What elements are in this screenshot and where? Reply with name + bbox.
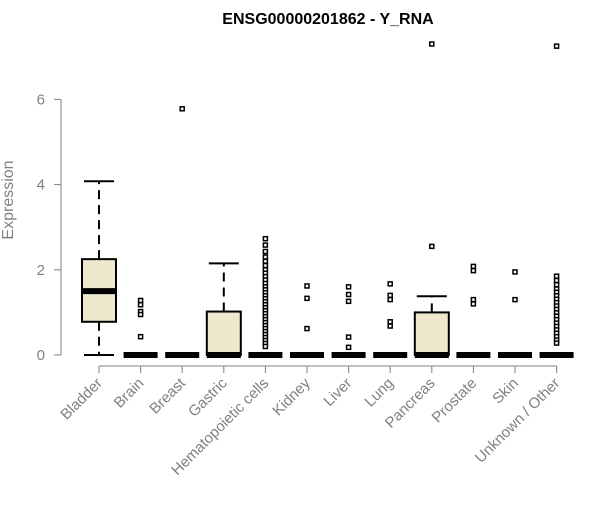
outlier-point — [304, 283, 310, 289]
y-axis-title: Expression — [0, 160, 17, 239]
y-tick-label: 4 — [37, 177, 45, 194]
outlier-point — [512, 269, 518, 275]
box-group — [373, 281, 408, 358]
chart-title: ENSG00000201862 - Y_RNA — [222, 11, 434, 28]
outlier-point — [137, 301, 144, 308]
x-tick-label: Lung — [361, 375, 397, 411]
x-tick-label: Prostate — [429, 375, 481, 427]
box-group — [456, 263, 491, 358]
outlier-point — [387, 319, 393, 325]
box-group — [205, 262, 242, 358]
box-group — [539, 43, 574, 358]
outlier-point — [137, 297, 144, 304]
outlier-point — [345, 334, 352, 340]
outlier-point — [262, 262, 269, 269]
outlier-point — [512, 296, 518, 303]
outlier-point — [387, 323, 393, 329]
outlier-point — [262, 235, 269, 242]
outlier-point — [345, 298, 352, 305]
box-group — [290, 283, 324, 358]
box-group — [413, 41, 450, 358]
outlier-point — [304, 295, 310, 302]
outlier-point — [553, 43, 560, 49]
outlier-point — [387, 281, 393, 287]
outlier-point — [262, 343, 269, 350]
box-iqr — [413, 311, 450, 356]
outlier-point — [470, 267, 477, 274]
x-tick-label: Bladder — [57, 375, 106, 424]
x-tick-label: Breast — [146, 374, 189, 417]
box-group — [498, 269, 532, 358]
outlier-point — [262, 258, 269, 265]
outlier-point — [262, 254, 269, 260]
x-tick-label: Brain — [111, 375, 148, 412]
outlier-point — [553, 281, 560, 288]
outlier-point — [387, 296, 393, 303]
x-tick-label: Kidney — [269, 374, 314, 419]
outlier-point — [345, 344, 352, 351]
box-group — [248, 235, 283, 358]
y-tick-label: 2 — [37, 262, 45, 279]
y-axis: 0 2 4 6 — [37, 91, 62, 364]
outlier-point — [553, 340, 560, 346]
outlier-point — [553, 277, 560, 284]
outlier-point — [553, 273, 560, 279]
outlier-point — [345, 284, 352, 290]
outlier-point — [137, 311, 144, 318]
outlier-point — [179, 106, 185, 112]
box-group — [123, 297, 158, 358]
outlier-point — [470, 296, 477, 303]
outlier-point — [262, 248, 269, 255]
outlier-point — [345, 291, 352, 298]
x-tick-label: Skin — [489, 375, 522, 408]
outlier-point — [387, 292, 393, 299]
outlier-point — [137, 333, 144, 340]
y-tick-label: 0 — [37, 347, 45, 364]
box-group — [165, 106, 200, 358]
outlier-point — [470, 263, 477, 270]
plot-area — [81, 41, 574, 358]
box-group — [331, 284, 366, 358]
outlier-point — [470, 301, 477, 307]
y-tick-label: 6 — [37, 91, 45, 108]
outlier-point — [304, 325, 310, 332]
x-tick-label: Liver — [320, 375, 355, 410]
outlier-point — [262, 242, 269, 248]
outlier-point — [429, 41, 435, 47]
box-group — [81, 180, 117, 356]
outlier-point — [429, 243, 435, 250]
box-iqr — [205, 310, 242, 357]
